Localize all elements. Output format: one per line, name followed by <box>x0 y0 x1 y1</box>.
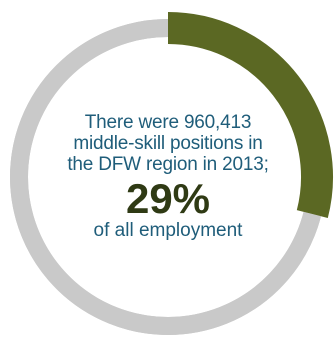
percent-value: 29% <box>125 175 211 222</box>
center-annotation: There were 960,413 middle-skill position… <box>48 112 288 241</box>
annotation-line-2: middle-skill positions in <box>73 133 263 154</box>
annotation-line-1: There were 960,413 <box>84 112 252 133</box>
percent-caption: of all employment <box>93 220 243 241</box>
donut-slices <box>10 12 333 335</box>
donut-slice-middle-skill <box>167 12 333 219</box>
donut-slice-other <box>10 19 322 335</box>
annotation-line-3: the DFW region in 2013; <box>67 154 269 175</box>
